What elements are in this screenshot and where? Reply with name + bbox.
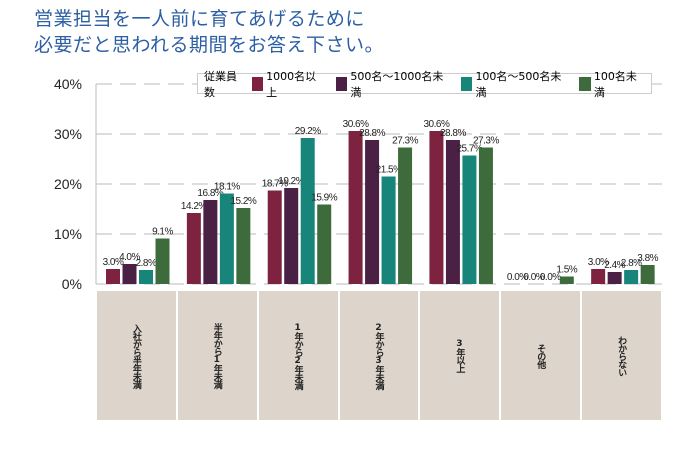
legend-swatch [251,76,264,91]
data-label: 21.5% [376,165,402,176]
data-label: 2.4% [604,260,625,271]
bar [219,193,234,284]
data-label: 15.9% [311,193,337,204]
chart-title: 営業担当を一人前に育てあげるために 必要だと思われる期間をお答え下さい。 [34,6,384,58]
bar [607,272,622,284]
bar [186,213,201,284]
legend-label: 100名未満 [593,69,637,99]
category-label: その他 [501,291,581,420]
title-line-2: 必要だと思われる期間をお答え下さい。 [34,34,385,56]
bar [640,265,655,284]
bar [284,188,299,284]
bar [559,276,574,284]
data-label: 0.0% [507,272,528,283]
bar [365,140,380,284]
data-label: 28.8% [440,128,466,139]
bar [429,131,444,284]
data-label: 2.8% [621,258,642,269]
category-label-text: 2年から3年未満 [373,322,384,389]
category-label: わからない [582,291,661,420]
legend: 従業員数 1000名以上 500名〜1000名未満 100名〜500名未満 100名未… [197,70,652,99]
category-label-text: 半年から1年未満 [211,323,222,388]
bar [300,138,315,284]
data-label: 9.1% [152,227,173,238]
category-label: 3年以上 [420,291,500,420]
category-label-text: 1年から2年未満 [292,322,303,389]
legend-swatch [579,76,591,91]
bar [267,190,282,284]
bar [445,140,460,284]
data-label: 1.5% [556,265,577,276]
bar [398,147,413,284]
data-label: 16.8% [197,188,223,199]
category-label: 2年から3年未満 [339,291,419,420]
data-label: 14.2% [181,201,207,212]
data-label: 27.3% [392,136,418,147]
data-label: 0.0% [540,272,561,283]
bar [462,155,477,284]
data-label: 2.8% [136,258,157,269]
legend-label: 1000名以上 [266,69,317,99]
bar [624,270,639,284]
bar [203,200,218,284]
data-label: 29.2% [295,126,321,137]
data-label: 30.6% [423,119,449,130]
bar [155,238,170,284]
category-label: 入社から半年未満 [97,291,176,420]
data-label: 27.3% [473,136,499,147]
data-label: 19.2% [278,176,304,187]
y-tick-label: 0% [62,276,82,292]
category-label-text: わからない [616,335,627,376]
legend-title: 従業員数 [204,69,237,99]
data-label: 18.1% [214,182,240,193]
data-label: 3.0% [103,257,124,268]
bar [236,208,251,284]
category-label-text: その他 [535,343,546,368]
y-tick-label: 10% [54,226,82,242]
bar [122,264,137,284]
data-label: 15.2% [230,196,256,207]
data-label: 3.0% [588,257,609,268]
legend-swatch [336,76,348,91]
data-label: 0.0% [523,272,544,283]
bar [591,269,606,284]
category-label-text: 3年以上 [454,339,465,372]
data-label: 30.6% [343,119,369,130]
data-label: 25.7% [456,144,482,155]
y-tick-label: 20% [54,176,82,192]
y-tick-label: 40% [54,76,82,92]
bar [348,131,363,284]
bar [478,147,493,284]
data-label: 18.7% [262,179,288,190]
title-line-1: 営業担当を一人前に育てあげるために [34,8,365,30]
bar [317,204,332,284]
legend-label: 100名〜500名未満 [475,69,562,99]
legend-item: 1000名以上 [251,68,324,100]
category-label-text: 入社から半年未満 [130,323,141,388]
category-label: 1年から2年未満 [258,291,338,420]
data-label: 4.0% [119,252,140,263]
legend-swatch [461,76,473,91]
bar [106,269,120,284]
category-label: 半年から1年未満 [177,291,257,420]
data-label: 28.8% [359,128,385,139]
data-label: 3.8% [637,253,658,264]
bar [139,270,153,284]
legend-item: 100名未満 [579,68,645,100]
y-tick-label: 30% [54,126,82,142]
bar [381,176,396,284]
legend-item: 100名〜500名未満 [461,68,567,100]
legend-item: 500名〜1000名未満 [336,68,449,100]
legend-label: 500名〜1000名未満 [350,69,444,99]
